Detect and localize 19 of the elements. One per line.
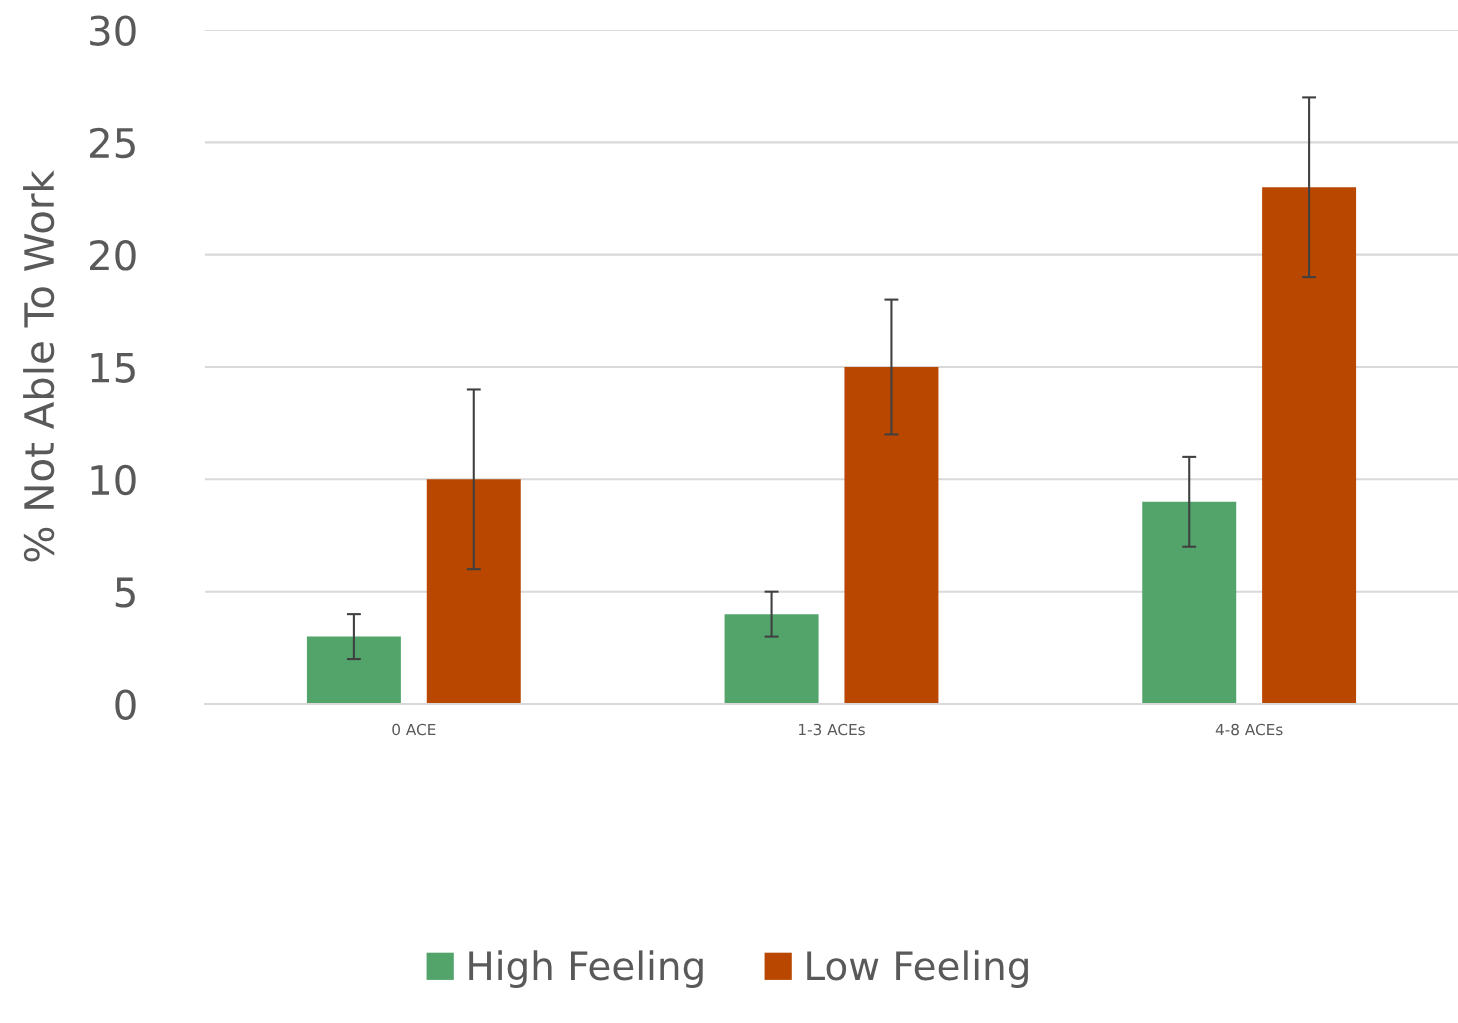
bar <box>1262 187 1357 704</box>
y-tick-label: 15 <box>91 352 135 383</box>
bar <box>306 636 401 704</box>
y-tick-label: 20 <box>90 240 136 271</box>
bar <box>426 479 521 704</box>
y-tick-label: 0 <box>115 689 136 720</box>
x-tick-label: 4-8 ACEs <box>1215 723 1283 736</box>
bar <box>844 367 939 704</box>
y-axis-title: % Not Able To Work <box>23 170 55 562</box>
legend-label: Low Feeling <box>807 950 1028 988</box>
x-tick-label: 0 ACE <box>392 723 436 736</box>
x-tick-label: 1-3 ACEs <box>799 723 865 736</box>
y-tick-label: 5 <box>115 577 135 608</box>
bar <box>724 614 819 704</box>
bar <box>1142 501 1237 704</box>
y-tick-label: 30 <box>90 15 136 46</box>
y-tick-label: 25 <box>90 127 135 159</box>
y-tick-label: 10 <box>91 464 136 496</box>
legend-label: High Feeling <box>469 950 703 988</box>
